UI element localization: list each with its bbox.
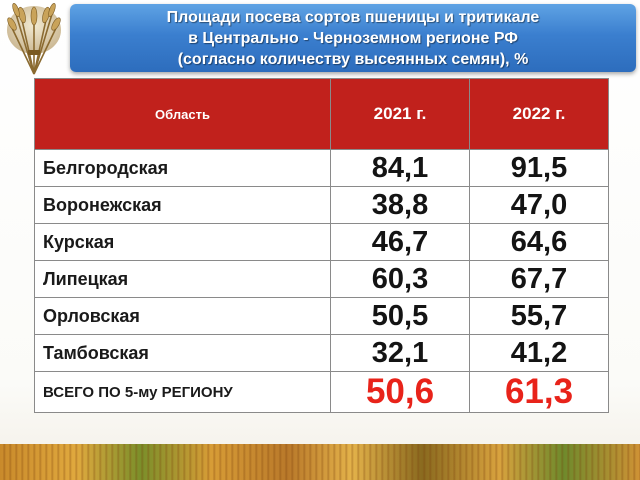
total-value-2021: 50,6 (330, 371, 470, 413)
value-2021: 32,1 (330, 334, 470, 372)
region-name: Воронежская (34, 186, 331, 224)
value-2021: 50,5 (330, 297, 470, 335)
title-banner (70, 4, 636, 72)
region-name: Курская (34, 223, 331, 261)
wheat-field-footer-strip (0, 444, 640, 480)
region-name: Липецкая (34, 260, 331, 298)
table-row: Воронежская 38,8 47,0 (34, 186, 609, 224)
region-name: Тамбовская (34, 334, 331, 372)
slide-title-line-2: в Центрально - Черноземном регионе РФ (188, 30, 518, 47)
region-name: Орловская (34, 297, 331, 335)
value-2021: 60,3 (330, 260, 470, 298)
table-row: Орловская 50,5 55,7 (34, 297, 609, 335)
wheat-sheaf-icon (7, 3, 61, 75)
value-2022: 91,5 (469, 149, 609, 187)
value-2022: 47,0 (469, 186, 609, 224)
total-label: ВСЕГО ПО 5-му РЕГИОНУ (34, 371, 331, 413)
total-value-2022: 61,3 (469, 371, 609, 413)
value-2021: 84,1 (330, 149, 470, 187)
value-2021: 38,8 (330, 186, 470, 224)
table-header-row: Область 2021 г. 2022 г. (34, 78, 609, 150)
table-total-row: ВСЕГО ПО 5-му РЕГИОНУ 50,6 61,3 (34, 371, 609, 413)
slide-title-line-3: (согласно количеству высеянных семян), % (177, 51, 529, 68)
table-row: Белгородская 84,1 91,5 (34, 149, 609, 187)
value-2022: 41,2 (469, 334, 609, 372)
region-name: Белгородская (34, 149, 331, 187)
sowing-area-table: Область 2021 г. 2022 г. Белгородская 84,… (34, 78, 609, 413)
value-2022: 64,6 (469, 223, 609, 261)
column-header-region: Область (34, 78, 331, 150)
table-row: Курская 46,7 64,6 (34, 223, 609, 261)
column-header-2021: 2021 г. (330, 78, 470, 150)
slide-title-line-1: Площади посева сортов пшеницы и тритикал… (166, 9, 540, 26)
table-row: Тамбовская 32,1 41,2 (34, 334, 609, 372)
value-2022: 67,7 (469, 260, 609, 298)
table-row: Липецкая 60,3 67,7 (34, 260, 609, 298)
value-2022: 55,7 (469, 297, 609, 335)
value-2021: 46,7 (330, 223, 470, 261)
column-header-2022: 2022 г. (469, 78, 609, 150)
